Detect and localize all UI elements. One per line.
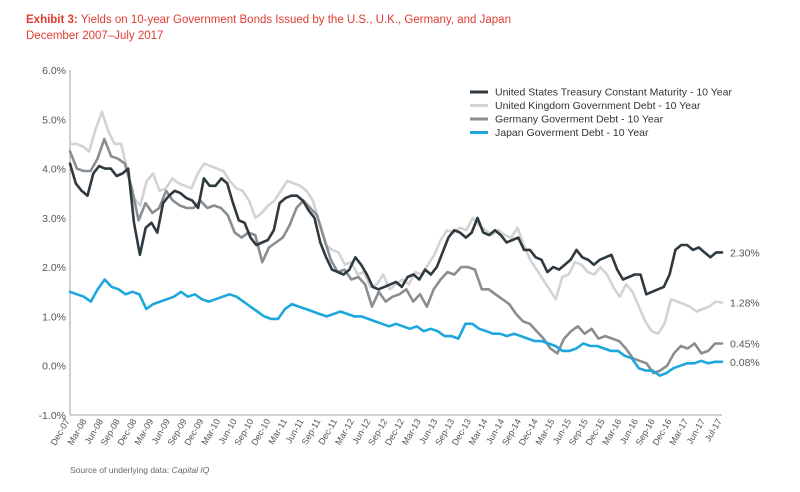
legend-label: United States Treasury Constant Maturity… xyxy=(495,87,732,99)
legend-label: United Kingdom Government Debt - 10 Year xyxy=(495,100,701,112)
end-value-label: 1.28% xyxy=(730,298,760,310)
source-label: Source of underlying data: xyxy=(70,465,170,475)
y-tick-label: 1.0% xyxy=(42,311,66,323)
source-note: Source of underlying data: Capital IQ xyxy=(70,465,209,475)
end-value-label: 2.30% xyxy=(730,247,760,259)
y-tick-label: 4.0% xyxy=(42,164,66,176)
end-value-label: 0.45% xyxy=(730,339,760,351)
chart-title: Exhibit 3: Yields on 10-year Government … xyxy=(26,12,511,29)
series-line xyxy=(68,162,724,296)
chart-title-text: Yields on 10-year Government Bonds Issue… xyxy=(80,14,511,26)
y-tick-label: 0.0% xyxy=(42,361,66,373)
y-tick-label: 5.0% xyxy=(42,114,66,126)
legend-label: Japan Goverment Debt - 10 Year xyxy=(495,127,649,139)
legend-label: Germany Goverment Debt - 10 Year xyxy=(495,114,664,126)
series-line xyxy=(68,278,724,377)
y-tick-label: -1.0% xyxy=(39,410,66,422)
y-tick-label: 2.0% xyxy=(42,262,66,274)
source-value: Capital IQ xyxy=(171,465,210,475)
end-value-label: 0.08% xyxy=(730,357,760,369)
series-line xyxy=(68,137,724,375)
y-tick-label: 6.0% xyxy=(42,65,66,77)
y-tick-label: 3.0% xyxy=(42,213,66,225)
exhibit-label: Exhibit 3: xyxy=(26,14,78,26)
series-line xyxy=(68,110,724,336)
x-tick-label: Jul-17 xyxy=(703,417,724,443)
chart-subtitle: December 2007–July 2017 xyxy=(26,30,164,42)
